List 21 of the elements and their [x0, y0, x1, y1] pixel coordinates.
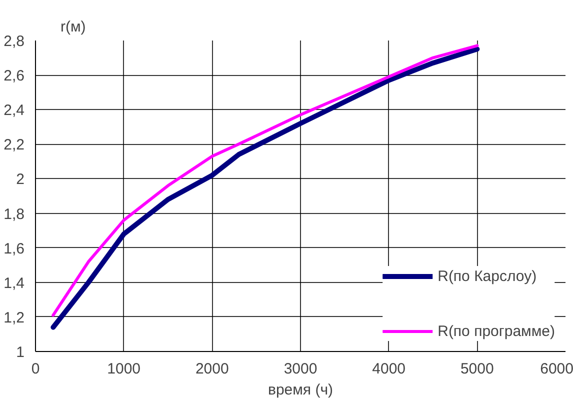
x-tick-label: 0 [31, 360, 40, 378]
y-tick-label: 1 [16, 344, 24, 361]
y-axis-title: r(м) [60, 18, 86, 36]
x-tick-label: 1000 [107, 360, 141, 378]
x-tick-label: 2000 [195, 360, 229, 378]
x-tick-label: 4000 [372, 360, 406, 378]
legend-label: R(по Карслоу) [438, 268, 537, 284]
x-tick-label: 3000 [284, 360, 318, 378]
y-tick-label: 1,2 [4, 309, 25, 326]
y-tick-label: 1,8 [4, 206, 25, 223]
x-tick-label: 6000 [540, 360, 573, 378]
y-tick-label: 1,4 [4, 274, 25, 292]
y-tick-label: 2,2 [4, 136, 25, 154]
x-tick-label: 5000 [460, 360, 494, 378]
y-tick-label: 2,8 [4, 33, 25, 50]
x-axis-title: время (ч) [268, 382, 334, 398]
y-tick-label: 1,6 [4, 240, 25, 258]
y-tick-label: 2 [16, 171, 24, 188]
legend-label: R(по программе) [438, 322, 555, 340]
y-tick-label: 2,4 [4, 102, 25, 120]
y-tick-label: 2,6 [4, 68, 25, 85]
